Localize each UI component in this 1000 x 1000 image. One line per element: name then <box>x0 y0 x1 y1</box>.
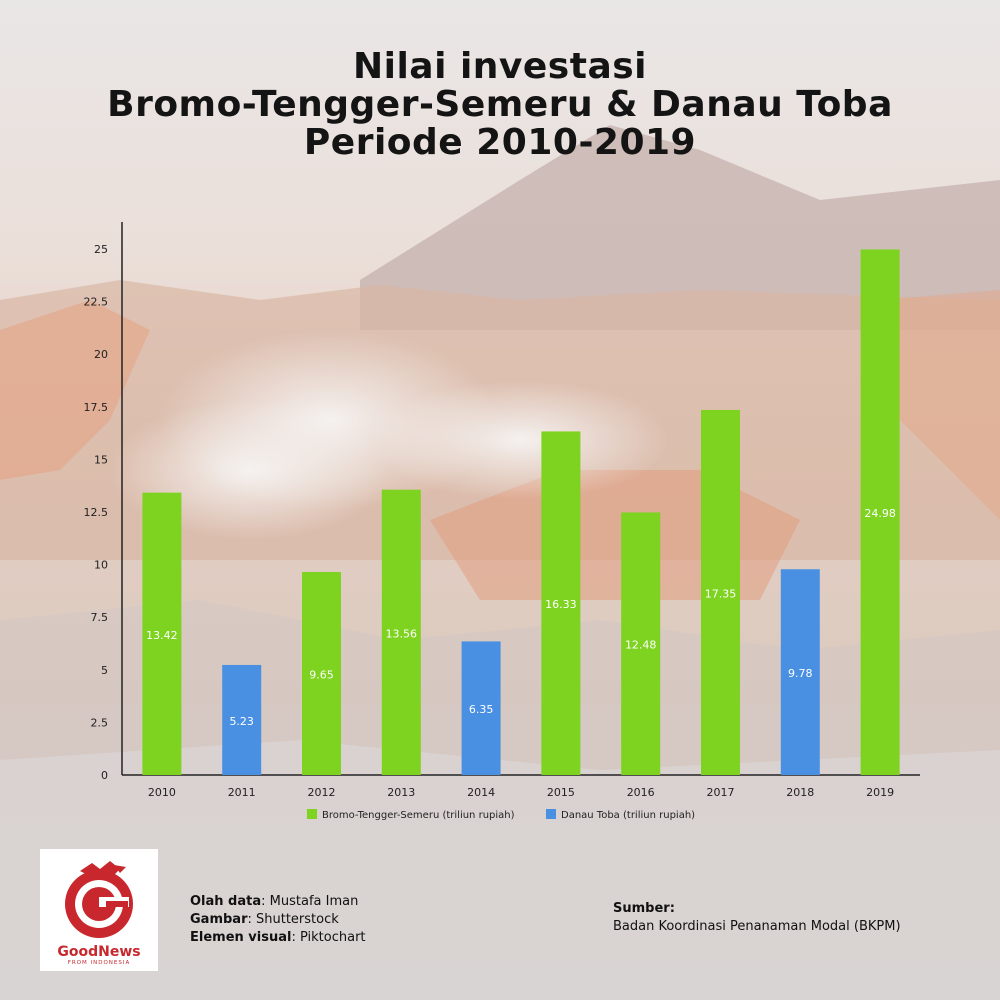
legend-label: Danau Toba (triliun rupiah) <box>561 810 695 821</box>
y-tick-label: 20 <box>94 348 108 361</box>
y-tick-label: 10 <box>94 559 108 572</box>
logo-wordmark: GoodNews <box>57 944 141 960</box>
bar-value-label: 12.48 <box>625 639 657 652</box>
title-line-2: Bromo-Tengger-Semeru & Danau Toba <box>107 84 893 125</box>
bar-2015 <box>541 431 581 775</box>
credit-image-value: : Shutterstock <box>247 912 339 927</box>
bar-2019 <box>860 249 900 776</box>
y-tick-label: 22.5 <box>84 296 109 309</box>
bar-2018 <box>780 569 820 775</box>
x-tick-label: 2012 <box>308 786 336 799</box>
legend-swatch <box>307 809 317 819</box>
bar-value-label: 17.35 <box>705 587 737 600</box>
x-tick-label: 2010 <box>148 786 176 799</box>
bar-2016 <box>621 512 661 775</box>
bar-2012 <box>302 571 341 775</box>
bar-2017 <box>701 409 740 775</box>
y-tick-label: 5 <box>101 664 108 677</box>
y-tick-label: 7.5 <box>91 611 109 624</box>
y-tick-label: 12.5 <box>84 506 109 519</box>
bar-value-label: 16.33 <box>545 598 577 611</box>
title-line-3: Periode 2010-2019 <box>303 122 697 163</box>
x-tick-label: 2019 <box>866 786 894 799</box>
credit-image: Gambar: Shutterstock <box>190 911 366 929</box>
y-tick-label: 2.5 <box>91 716 109 729</box>
bar-2010 <box>142 492 182 775</box>
source-value: Badan Koordinasi Penanaman Modal (BKPM) <box>613 919 901 934</box>
bar-value-label: 9.78 <box>788 667 813 680</box>
credit-visual: Elemen visual: Piktochart <box>190 929 366 947</box>
x-tick-label: 2018 <box>786 786 814 799</box>
credit-image-label: Gambar <box>190 912 248 927</box>
bar-value-label: 6.35 <box>469 703 494 716</box>
x-tick-label: 2011 <box>228 786 256 799</box>
bar-2013 <box>381 489 421 775</box>
logo-tagline: FROM INDONESIA <box>67 960 131 966</box>
y-tick-label: 0 <box>101 769 108 782</box>
credit-data-label: Olah data <box>190 894 262 909</box>
x-tick-label: 2013 <box>387 786 415 799</box>
bar-2011 <box>222 664 262 775</box>
bar-value-label: 13.56 <box>386 627 418 640</box>
bar-value-label: 13.42 <box>146 629 178 642</box>
y-tick-label: 17.5 <box>84 401 109 414</box>
source-label: Sumber: <box>613 901 675 916</box>
credit-visual-label: Elemen visual <box>190 930 292 945</box>
x-tick-label: 2015 <box>547 786 575 799</box>
title-line-1: Nilai investasi <box>352 46 648 87</box>
x-tick-label: 2016 <box>627 786 655 799</box>
y-tick-label: 25 <box>94 243 108 256</box>
credit-visual-value: : Piktochart <box>291 930 366 945</box>
chart-title: Nilai investasi Bromo-Tengger-Semeru & D… <box>0 48 1000 162</box>
credit-data: Olah data: Mustafa Iman <box>190 893 366 911</box>
legend-swatch <box>546 809 556 819</box>
bar-2014 <box>461 641 501 775</box>
legend-label: Bromo-Tengger-Semeru (triliun rupiah) <box>322 810 515 821</box>
x-tick-label: 2017 <box>707 786 735 799</box>
credits-block: Olah data: Mustafa Iman Gambar: Shutters… <box>190 893 366 947</box>
bar-value-label: 5.23 <box>229 715 254 728</box>
y-tick-label: 15 <box>94 453 108 466</box>
bar-value-label: 9.65 <box>309 668 334 681</box>
goodnews-logo: GoodNews FROM INDONESIA <box>40 849 158 971</box>
x-tick-label: 2014 <box>467 786 495 799</box>
source-block: Sumber: Badan Koordinasi Penanaman Modal… <box>613 900 901 936</box>
garuda-g-icon <box>65 861 133 938</box>
credit-data-value: : Mustafa Iman <box>261 894 359 909</box>
bar-value-label: 24.98 <box>864 507 896 520</box>
